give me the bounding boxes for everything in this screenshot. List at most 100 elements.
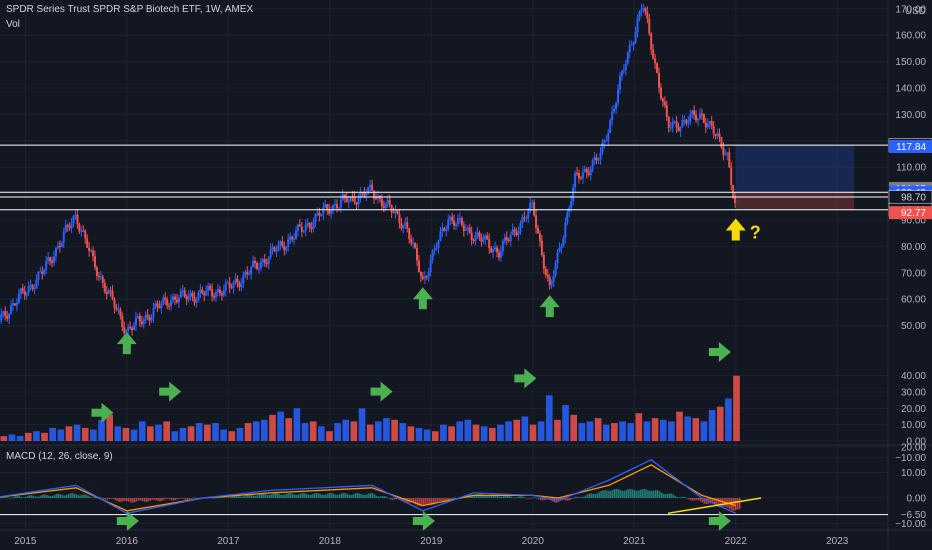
time-tick-label: 2018 bbox=[319, 536, 342, 547]
volume-bar bbox=[537, 421, 545, 441]
candle-body bbox=[105, 291, 108, 294]
volume-bar bbox=[293, 408, 301, 441]
macd-histogram-bar bbox=[254, 495, 257, 498]
candle-body bbox=[152, 308, 155, 318]
macd-histogram-bar bbox=[83, 494, 85, 498]
candle-body bbox=[238, 282, 241, 288]
candle-body bbox=[271, 247, 274, 249]
candle-body bbox=[191, 293, 194, 298]
candle-body bbox=[31, 284, 34, 289]
candle-body bbox=[363, 192, 366, 196]
macd-histogram-bar bbox=[713, 498, 716, 505]
candle-body bbox=[431, 250, 434, 260]
macd-histogram-bar bbox=[120, 498, 122, 502]
candle-body bbox=[607, 132, 610, 141]
macd-histogram-bar bbox=[329, 492, 331, 498]
candle-body bbox=[599, 152, 602, 160]
macd-histogram-bar bbox=[389, 498, 392, 500]
candle-body bbox=[554, 263, 557, 276]
candle-body bbox=[164, 297, 167, 300]
time-axis: 2015 2016 2017 2018 2019 2020 2021 2022 2023 bbox=[14, 536, 849, 547]
candle-body bbox=[421, 276, 424, 279]
macd-histogram-bar bbox=[161, 498, 163, 501]
macd-histogram-bar bbox=[334, 494, 337, 498]
candle-body bbox=[119, 309, 122, 316]
macd-histogram-bar bbox=[358, 493, 360, 498]
candle-body bbox=[548, 277, 551, 286]
candle-body bbox=[232, 282, 235, 289]
candle-body bbox=[613, 108, 616, 112]
candle-body bbox=[316, 212, 319, 214]
macd-histogram-bar bbox=[336, 494, 339, 498]
macd-histogram-bar bbox=[325, 494, 327, 498]
candle-body bbox=[714, 133, 717, 136]
right-arrow-icon bbox=[91, 402, 114, 423]
macd-histogram-bar bbox=[272, 493, 275, 498]
macd-histogram-bar bbox=[647, 490, 649, 498]
volume-bar bbox=[513, 419, 521, 441]
candle-body bbox=[617, 89, 620, 103]
macd-histogram-bar bbox=[24, 497, 27, 498]
macd-histogram-bar bbox=[30, 495, 33, 498]
macd-histogram-bar bbox=[535, 497, 538, 499]
candle-body bbox=[347, 201, 350, 203]
macd-histogram-bar bbox=[678, 497, 680, 499]
candle-body bbox=[492, 249, 495, 253]
candle-body bbox=[125, 331, 128, 333]
macd-histogram-bar bbox=[268, 495, 271, 498]
candlesticks bbox=[0, 3, 737, 338]
macd-histogram-bar bbox=[412, 498, 415, 504]
candle-body bbox=[285, 247, 288, 251]
volume-bar bbox=[358, 408, 366, 441]
candle-body bbox=[453, 220, 456, 226]
candle-body bbox=[497, 252, 500, 258]
volume-bar bbox=[342, 419, 350, 441]
candle-body bbox=[667, 116, 670, 129]
volume-bar bbox=[220, 429, 227, 441]
candle-body bbox=[392, 212, 395, 214]
candle-body bbox=[697, 118, 700, 121]
macd-histogram-bar bbox=[541, 498, 544, 501]
macd-histogram-bar bbox=[147, 498, 150, 502]
volume-bar bbox=[261, 419, 268, 441]
volume-bar bbox=[570, 414, 578, 441]
macd-histogram-bar bbox=[676, 497, 679, 498]
macd-histogram-bar bbox=[498, 496, 501, 498]
macd-histogram-bar bbox=[450, 498, 452, 499]
macd-histogram-bar bbox=[319, 493, 321, 498]
volume-bar bbox=[252, 421, 260, 441]
macd-histogram-bar bbox=[32, 495, 34, 498]
macd-histogram-bar bbox=[485, 495, 487, 498]
macd-histogram-bar bbox=[373, 494, 376, 498]
macd-histogram-bar bbox=[504, 495, 507, 498]
macd-histogram-bar bbox=[520, 496, 522, 498]
macd-histogram-bar bbox=[385, 496, 388, 498]
candle-body bbox=[423, 276, 426, 279]
macd-histogram-bar bbox=[494, 494, 497, 498]
candle-body bbox=[371, 184, 374, 191]
macd-histogram-bar bbox=[245, 495, 247, 498]
volume-bar bbox=[163, 421, 170, 441]
candle-body bbox=[375, 198, 378, 200]
macd-histogram-bar bbox=[258, 494, 261, 498]
macd-histogram-bar bbox=[483, 494, 485, 498]
macd-histogram-bar bbox=[604, 490, 606, 498]
macd-histogram-bar bbox=[51, 495, 54, 498]
candle-body bbox=[332, 204, 335, 211]
macd-histogram-bar bbox=[489, 495, 491, 498]
volume-bar bbox=[415, 427, 423, 441]
candle-body bbox=[531, 202, 534, 204]
candle-body bbox=[337, 207, 340, 209]
candle-body bbox=[704, 122, 707, 128]
position-stop-zone bbox=[735, 192, 855, 210]
macd-histogram-bar bbox=[71, 493, 74, 498]
volume-bar bbox=[611, 423, 618, 441]
macd-histogram-bar bbox=[608, 490, 610, 498]
candle-body bbox=[595, 157, 598, 161]
macd-histogram-bar bbox=[613, 489, 616, 498]
macd-histogram-bar bbox=[719, 498, 721, 508]
macd-histogram-bar bbox=[213, 498, 216, 499]
candle-body bbox=[435, 248, 438, 250]
candle-body bbox=[380, 198, 383, 207]
